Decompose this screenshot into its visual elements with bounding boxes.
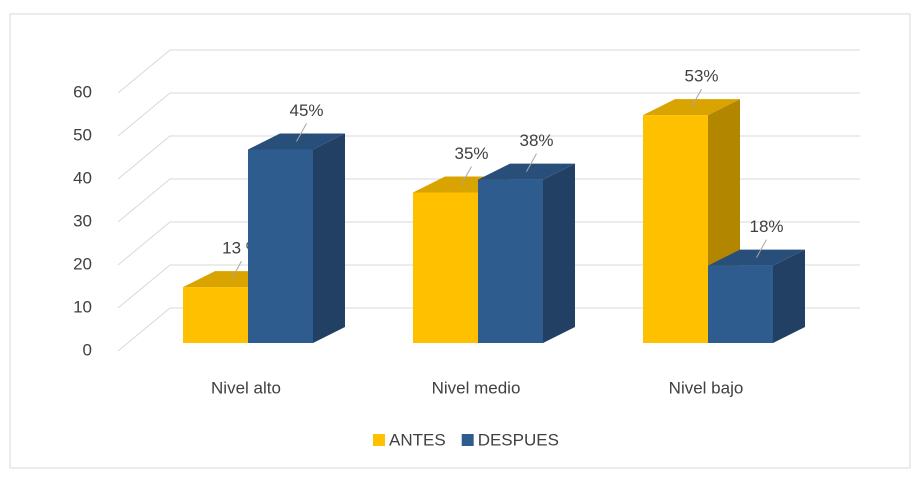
data-label: 45% [289,101,323,120]
y-tick-label: 0 [83,340,92,359]
grid-line [117,307,860,352]
bar [248,149,313,343]
bar [478,179,543,343]
grid-line [117,92,860,137]
leader-line [526,153,537,172]
leader-line [756,239,767,258]
bar-side [773,249,805,343]
bar [708,265,773,343]
data-label: 35% [454,144,488,163]
y-tick-label: 60 [73,82,92,101]
x-tick-label: Nivel alto [211,378,281,397]
y-tick-label: 30 [73,211,92,230]
y-tick-label: 50 [73,125,92,144]
bar [643,115,708,343]
leader-line [691,88,702,108]
bar-side [543,163,575,343]
data-label: 18% [749,217,783,236]
grid-line [117,221,860,266]
x-tick-label: Nivel bajo [669,378,744,397]
data-label: 53% [684,67,718,86]
data-label: 38% [519,131,553,150]
legend-swatch [461,434,474,446]
bar [183,287,248,343]
legend-label: DESPUES [478,430,559,449]
legend-swatch [373,434,385,446]
leader-line [296,123,307,142]
leader-line [231,260,242,280]
y-tick-label: 20 [73,254,92,273]
grid-line [117,49,860,94]
bar [413,192,478,343]
grid-line [117,135,860,180]
y-tick-label: 40 [73,168,92,187]
legend-label: ANTES [389,430,446,449]
x-tick-label: Nivel medio [432,378,521,397]
leader-line [461,166,472,185]
y-tick-label: 10 [73,297,92,316]
bar-side [313,133,345,343]
grid-line [117,178,860,223]
grid-line [117,264,860,309]
